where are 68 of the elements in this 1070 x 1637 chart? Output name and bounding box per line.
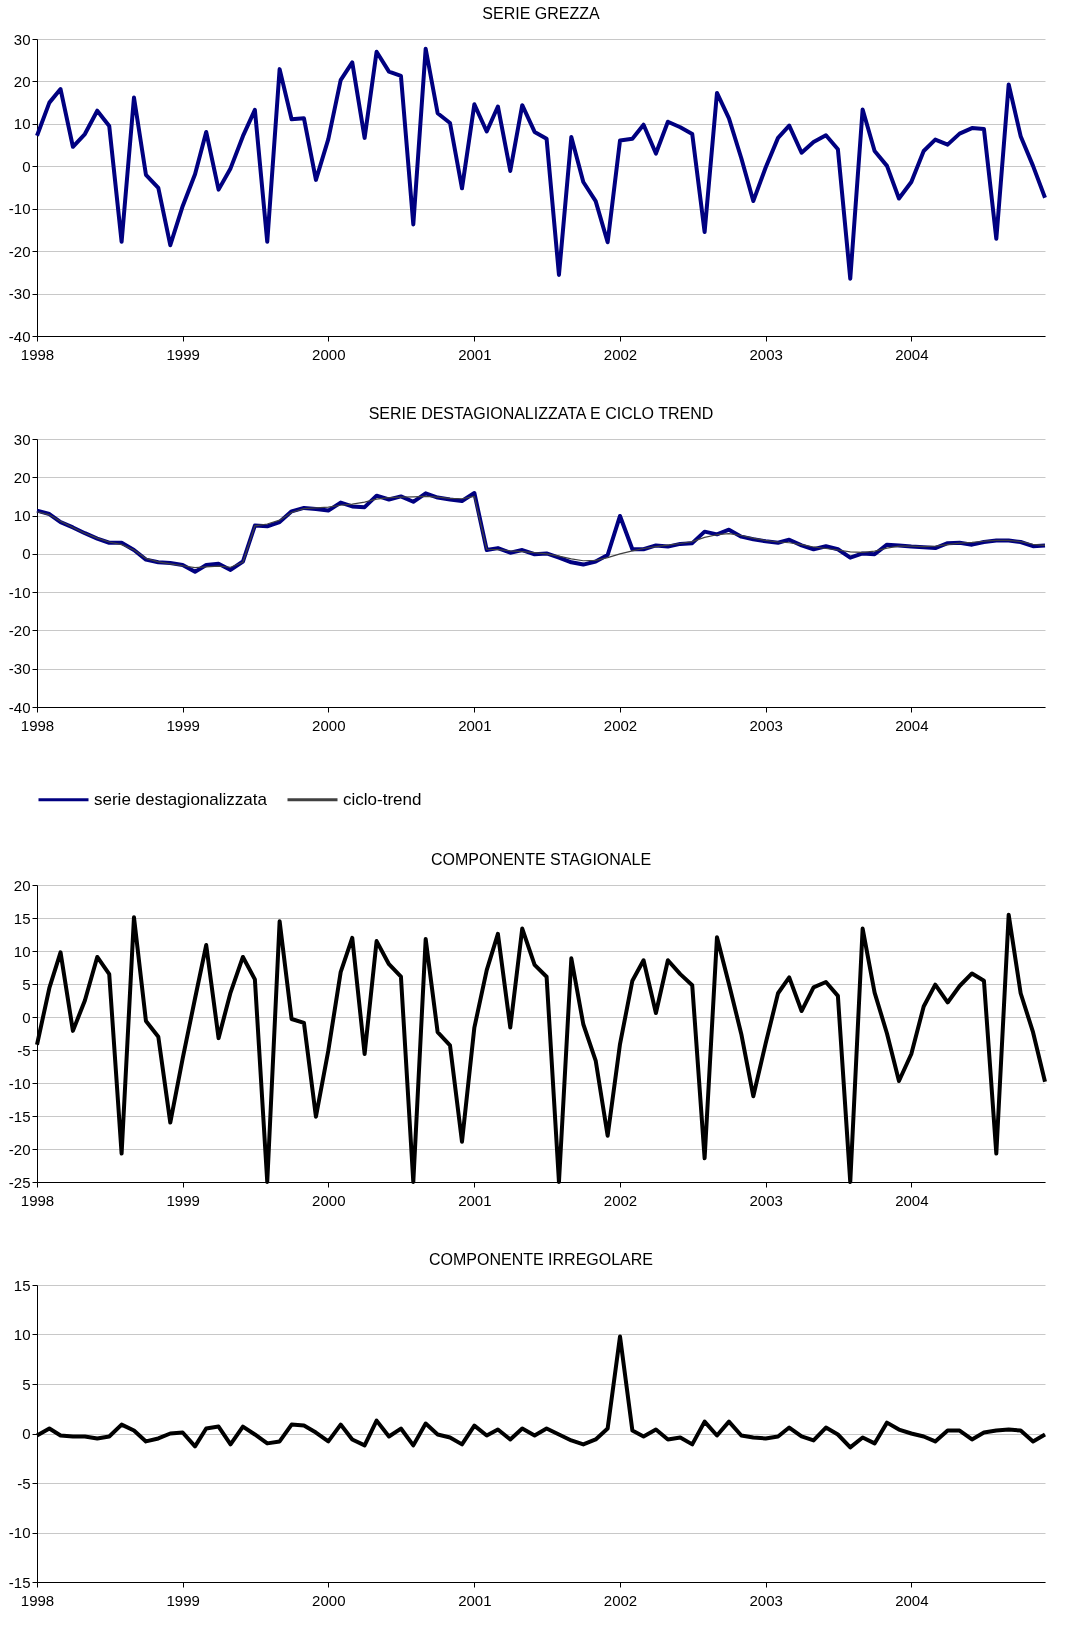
y-tick-label: -20 [8,1140,31,1158]
chart-title: SERIE DESTAGIONALIZZATA E CICLO TREND [368,405,714,422]
y-tick-label: 0 [22,545,31,563]
x-tick-label: 2003 [749,1191,783,1209]
y-tick-label: 20 [13,468,31,486]
x-tick-label: 1999 [166,1591,200,1609]
x-tick-label: 1999 [166,1191,200,1209]
y-tick-label: 10 [13,507,31,525]
y-tick-label: 20 [13,876,31,894]
x-tick-label: 2000 [312,1591,346,1609]
x-tick-label: 2004 [895,1191,929,1209]
y-tick-label: 15 [13,909,31,927]
y-tick-label: 10 [13,115,31,133]
x-tick-label: 2001 [458,345,492,363]
legend-label: ciclo-trend [343,789,422,809]
y-tick-label: -5 [17,1041,31,1059]
x-tick-label: 1999 [166,345,200,363]
x-tick-label: 1999 [166,716,200,734]
y-tick-label: 5 [22,1375,31,1393]
x-tick-label: 2004 [895,345,929,363]
x-tick-label: 1998 [20,716,55,734]
y-tick-label: -10 [8,583,31,601]
chart-title: COMPONENTE IRREGOLARE [428,1251,654,1268]
x-tick-label: 1998 [20,1191,55,1209]
y-tick-label: -40 [8,698,31,716]
y-tick-label: 0 [22,157,31,175]
y-tick-label: -20 [8,242,31,260]
y-tick-label: 30 [13,430,31,448]
x-tick-label: 1998 [20,345,55,363]
line-series [35,46,1047,281]
y-tick-label: 0 [22,1008,31,1026]
x-tick-label: 2004 [895,1591,929,1609]
y-tick-label: -30 [8,660,31,678]
x-tick-label: 2002 [603,345,638,363]
chart-title: COMPONENTE STAGIONALE [430,851,652,868]
y-tick-label: 10 [13,942,31,960]
y-tick-label: 10 [13,1326,31,1343]
y-tick-label: 20 [13,72,31,90]
x-tick-label: 2003 [749,716,783,734]
legend-label: serie destagionalizzata [94,789,268,809]
y-tick-label: -25 [8,1173,31,1191]
x-tick-label: 2003 [749,1591,783,1609]
x-tick-label: 2000 [312,716,346,734]
y-tick-label: -10 [8,200,31,218]
y-tick-label: -10 [8,1524,31,1541]
x-tick-label: 2001 [458,716,492,734]
y-tick-label: -30 [8,285,31,303]
x-tick-label: 2002 [603,716,638,734]
x-tick-label: 2001 [458,1191,492,1209]
x-tick-label: 2001 [458,1591,492,1609]
x-tick-label: 2000 [312,1191,346,1209]
y-tick-label: 0 [22,1425,31,1442]
x-tick-label: 2003 [749,345,783,363]
y-tick-label: -15 [8,1573,31,1591]
x-tick-label: 2004 [895,716,929,734]
x-tick-label: 1998 [20,1591,55,1609]
y-tick-label: 15 [13,1276,31,1294]
y-tick-label: -5 [17,1474,31,1492]
y-tick-label: -10 [8,1074,31,1092]
x-tick-label: 2002 [603,1191,638,1209]
chart-title: SERIE GREZZA [482,5,600,22]
y-tick-label: 30 [13,30,31,48]
y-tick-label: -20 [8,621,31,639]
x-tick-label: 2002 [603,1591,638,1609]
y-tick-label: -15 [8,1107,31,1125]
y-tick-label: 5 [22,975,31,993]
x-tick-label: 2000 [312,345,346,363]
y-tick-label: -40 [8,327,31,345]
